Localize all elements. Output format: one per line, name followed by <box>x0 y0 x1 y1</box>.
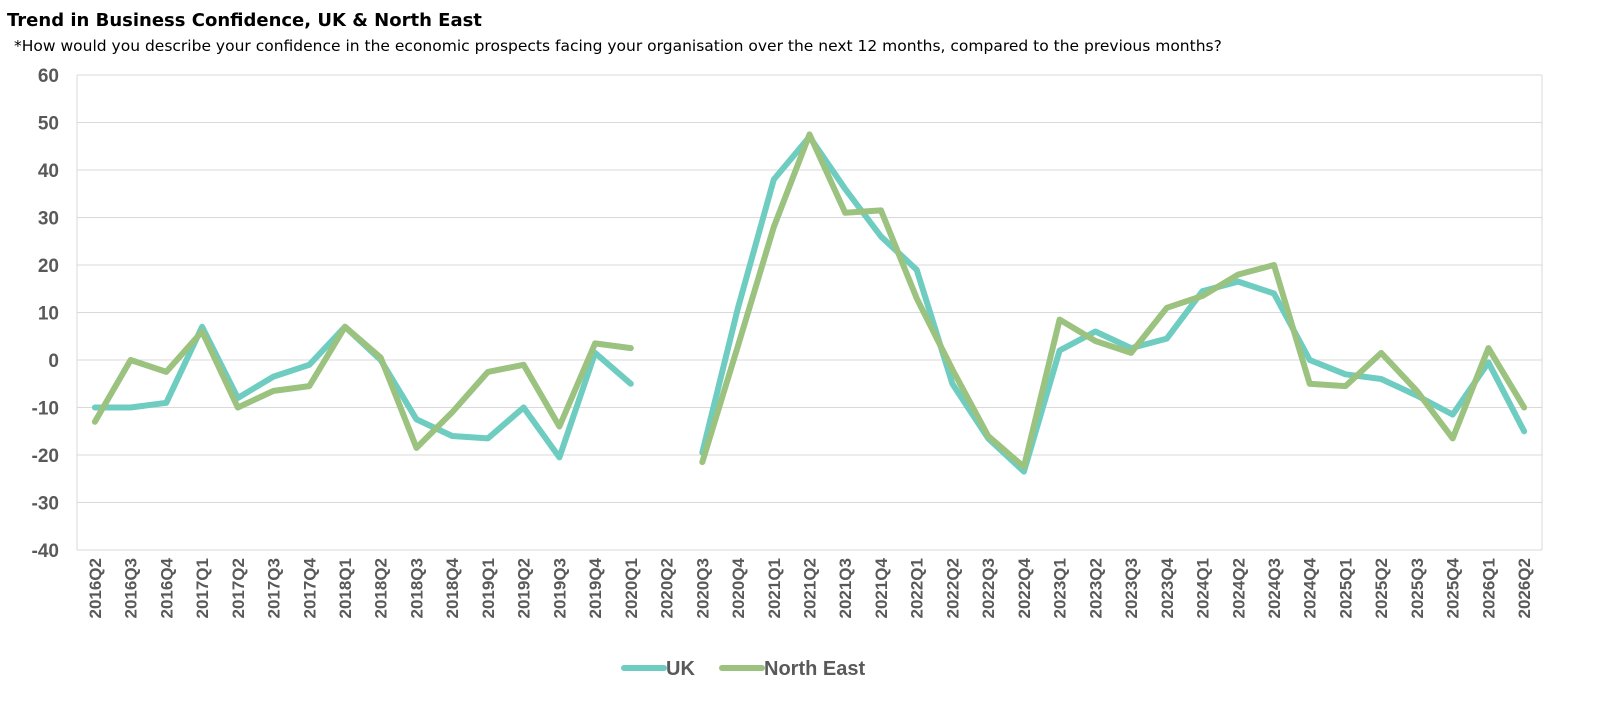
y-tick-label: -40 <box>32 541 59 562</box>
x-tick-label: 2019Q2 <box>515 558 534 619</box>
x-tick-label: 2024Q1 <box>1194 558 1213 619</box>
x-tick-label: 2021Q3 <box>836 558 855 619</box>
legend: UK North East <box>621 658 865 680</box>
x-tick-label: 2019Q3 <box>550 558 569 619</box>
gridlines <box>76 74 1543 551</box>
x-tick-label: 2026Q1 <box>1479 558 1498 619</box>
legend-label: UK <box>666 658 695 680</box>
x-tick-label: 2024Q2 <box>1229 558 1248 619</box>
x-tick-label: 2020Q3 <box>693 558 712 619</box>
x-tick-label: 2025Q2 <box>1372 558 1391 619</box>
x-tick-label: 2025Q1 <box>1336 558 1355 619</box>
y-tick-label: 40 <box>38 161 59 182</box>
x-tick-label: 2017Q3 <box>265 558 284 619</box>
x-tick-label: 2022Q4 <box>1015 557 1034 618</box>
x-tick-label: 2016Q4 <box>157 557 176 618</box>
x-tick-label: 2023Q3 <box>1122 558 1141 619</box>
series-lines <box>91 131 1528 475</box>
x-tick-label: 2020Q4 <box>729 557 748 618</box>
x-tick-label: 2019Q4 <box>586 557 605 618</box>
y-tick-label: -10 <box>32 399 59 420</box>
x-tick-label: 2021Q1 <box>765 558 784 619</box>
x-tick-label: 2025Q3 <box>1408 558 1427 619</box>
y-tick-label: 60 <box>38 66 59 87</box>
x-tick-label: 2019Q1 <box>479 558 498 619</box>
x-tick-label: 2018Q1 <box>336 558 355 619</box>
x-tick-label: 2023Q2 <box>1086 558 1105 619</box>
legend-label: North East <box>764 658 865 680</box>
x-tick-label: 2020Q1 <box>622 558 641 619</box>
x-tick-label: 2024Q3 <box>1265 558 1284 619</box>
y-tick-label: -30 <box>32 494 59 515</box>
x-tick-label: 2024Q4 <box>1301 557 1320 618</box>
x-tick-label: 2018Q3 <box>407 558 426 619</box>
y-tick-label: 10 <box>38 304 59 325</box>
y-tick-label: 50 <box>38 114 59 135</box>
x-tick-label: 2017Q1 <box>193 558 212 619</box>
series-line-north-east <box>91 131 1528 470</box>
x-tick-label: 2021Q4 <box>872 557 891 618</box>
x-tick-label: 2025Q4 <box>1444 557 1463 618</box>
series-line-uk <box>91 133 1528 475</box>
chart-subtitle: *How would you describe your confidence … <box>14 37 1222 55</box>
x-tick-label: 2018Q2 <box>372 558 391 619</box>
x-tick-label: 2016Q2 <box>86 558 105 619</box>
x-axis: 2016Q2 2016Q3 2016Q4 2017Q1 2017Q2 2017Q3 2017… <box>86 557 1534 618</box>
y-tick-label: 30 <box>38 209 59 230</box>
x-tick-label: 2017Q2 <box>229 558 248 619</box>
x-tick-label: 2023Q1 <box>1051 558 1070 619</box>
x-tick-label: 2022Q3 <box>979 558 998 619</box>
x-tick-label: 2023Q4 <box>1158 557 1177 618</box>
x-tick-label: 2018Q4 <box>443 557 462 618</box>
y-tick-label: 0 <box>48 351 59 372</box>
y-tick-label: -20 <box>32 446 59 467</box>
chart-title: Trend in Business Confidence, UK & North… <box>7 10 482 31</box>
x-tick-label: 2016Q3 <box>122 558 141 619</box>
x-tick-label: 2017Q4 <box>300 557 319 618</box>
x-tick-label: 2021Q2 <box>801 558 820 619</box>
x-tick-label: 2020Q2 <box>658 558 677 619</box>
y-axis: 60 50 40 30 20 10 0 -10 -20 -30 -40 <box>32 66 59 562</box>
x-tick-label: 2026Q2 <box>1515 558 1534 619</box>
x-tick-label: 2022Q1 <box>908 558 927 619</box>
x-tick-label: 2022Q2 <box>943 558 962 619</box>
y-tick-label: 20 <box>38 256 59 277</box>
